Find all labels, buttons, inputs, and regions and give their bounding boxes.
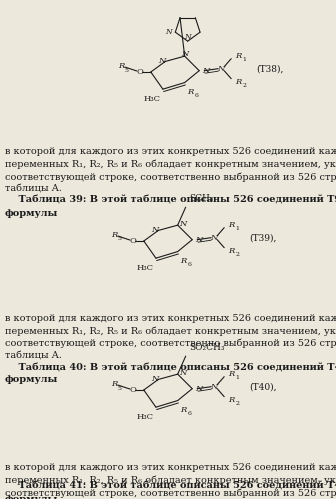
Text: 5: 5 xyxy=(125,67,129,72)
Text: 1: 1 xyxy=(242,57,246,62)
Text: 6: 6 xyxy=(188,262,192,267)
Text: переменных R₁, R₂, R₅ и R₆ обладает конкретным значением, указанным в: переменных R₁, R₂, R₅ и R₆ обладает конк… xyxy=(5,160,336,169)
Text: R: R xyxy=(180,406,186,414)
Text: 5: 5 xyxy=(118,237,122,242)
Text: R: R xyxy=(228,396,235,404)
Text: R: R xyxy=(111,380,117,388)
Text: в которой для каждого из этих конкретных 526 соединений каждая из: в которой для каждого из этих конкретных… xyxy=(5,314,336,323)
Text: R: R xyxy=(228,221,235,229)
Text: 2: 2 xyxy=(235,401,239,406)
Text: формулы: формулы xyxy=(5,209,58,218)
Text: (Т38),: (Т38), xyxy=(256,64,284,73)
Text: N: N xyxy=(159,57,166,65)
Text: R: R xyxy=(235,78,242,86)
Text: (Т40),: (Т40), xyxy=(249,382,277,391)
Text: O: O xyxy=(136,68,143,76)
Text: переменных R₁, R₂, R₅ и R₆ обладает конкретным значением, указанным в: переменных R₁, R₂, R₅ и R₆ обладает конк… xyxy=(5,326,336,336)
Text: соответствующей строке, соответственно выбранной из 526 строк A.1.1 - A.1.526: соответствующей строке, соответственно в… xyxy=(5,172,336,182)
Text: соответствующей строке, соответственно выбранной из 526 строк A.1.1 - A.1.526: соответствующей строке, соответственно в… xyxy=(5,339,336,348)
Text: N: N xyxy=(165,28,171,36)
Text: переменных R₁, R₂, R₅ и R₆ обладает конкретным значением, указанным в: переменных R₁, R₂, R₅ и R₆ обладает конк… xyxy=(5,476,336,485)
Text: N: N xyxy=(211,234,218,242)
Text: N: N xyxy=(202,67,210,75)
Text: R: R xyxy=(180,256,186,264)
Text: 6: 6 xyxy=(195,93,199,98)
Text: N: N xyxy=(184,33,191,41)
Text: в которой для каждого из этих конкретных 526 соединений каждая из: в которой для каждого из этих конкретных… xyxy=(5,463,336,472)
Text: N: N xyxy=(217,65,225,73)
Text: O: O xyxy=(129,386,136,394)
Text: Таблица 39: В этой таблице описаны 526 соединений Т99.1.1 - Т99.1.526: Таблица 39: В этой таблице описаны 526 с… xyxy=(5,196,336,205)
Text: R: R xyxy=(228,247,235,254)
Text: 2: 2 xyxy=(242,83,246,88)
Text: R: R xyxy=(118,62,124,70)
Text: таблицы A.: таблицы A. xyxy=(5,351,62,360)
Text: 1: 1 xyxy=(235,375,239,380)
Text: в которой для каждого из этих конкретных 526 соединений каждая из: в которой для каждого из этих конкретных… xyxy=(5,147,336,156)
Text: R: R xyxy=(187,87,193,96)
Text: (Т39),: (Т39), xyxy=(249,233,277,242)
Text: таблицы A.: таблицы A. xyxy=(5,185,62,194)
Text: Таблица 40: В этой таблице описаны 526 соединений Т40.1.1 - Т40.1.526: Таблица 40: В этой таблице описаны 526 с… xyxy=(5,363,336,372)
Text: H₃C: H₃C xyxy=(137,413,154,421)
Text: 2: 2 xyxy=(235,252,239,257)
Text: N: N xyxy=(195,236,203,244)
Text: N: N xyxy=(152,227,159,235)
Text: H₃C: H₃C xyxy=(144,95,161,103)
Text: соответствующей строке, соответственно выбранной из 526 строк A.1.1 - A.1.526: соответствующей строке, соответственно в… xyxy=(5,488,336,498)
Text: H₃C: H₃C xyxy=(137,264,154,272)
Text: R: R xyxy=(111,231,117,239)
Text: SCH₃: SCH₃ xyxy=(190,194,214,203)
Text: SO₂CH₃: SO₂CH₃ xyxy=(190,343,225,352)
Text: N: N xyxy=(179,369,186,377)
Text: R: R xyxy=(228,370,235,378)
Text: O: O xyxy=(129,237,136,245)
Text: формулы: формулы xyxy=(5,495,58,499)
Text: N: N xyxy=(152,375,159,383)
Text: N: N xyxy=(211,383,218,391)
Text: N: N xyxy=(195,385,203,393)
Text: 5: 5 xyxy=(118,386,122,391)
Text: Таблица 41: В этой таблице описаны 526 соединений Т41.1.1 - Т41.1.526: Таблица 41: В этой таблице описаны 526 с… xyxy=(5,482,336,491)
Text: R: R xyxy=(235,52,242,60)
Text: 1: 1 xyxy=(235,226,239,231)
Text: формулы: формулы xyxy=(5,376,58,385)
Text: 6: 6 xyxy=(188,411,192,416)
Text: N: N xyxy=(179,220,186,228)
Text: N: N xyxy=(181,50,188,58)
